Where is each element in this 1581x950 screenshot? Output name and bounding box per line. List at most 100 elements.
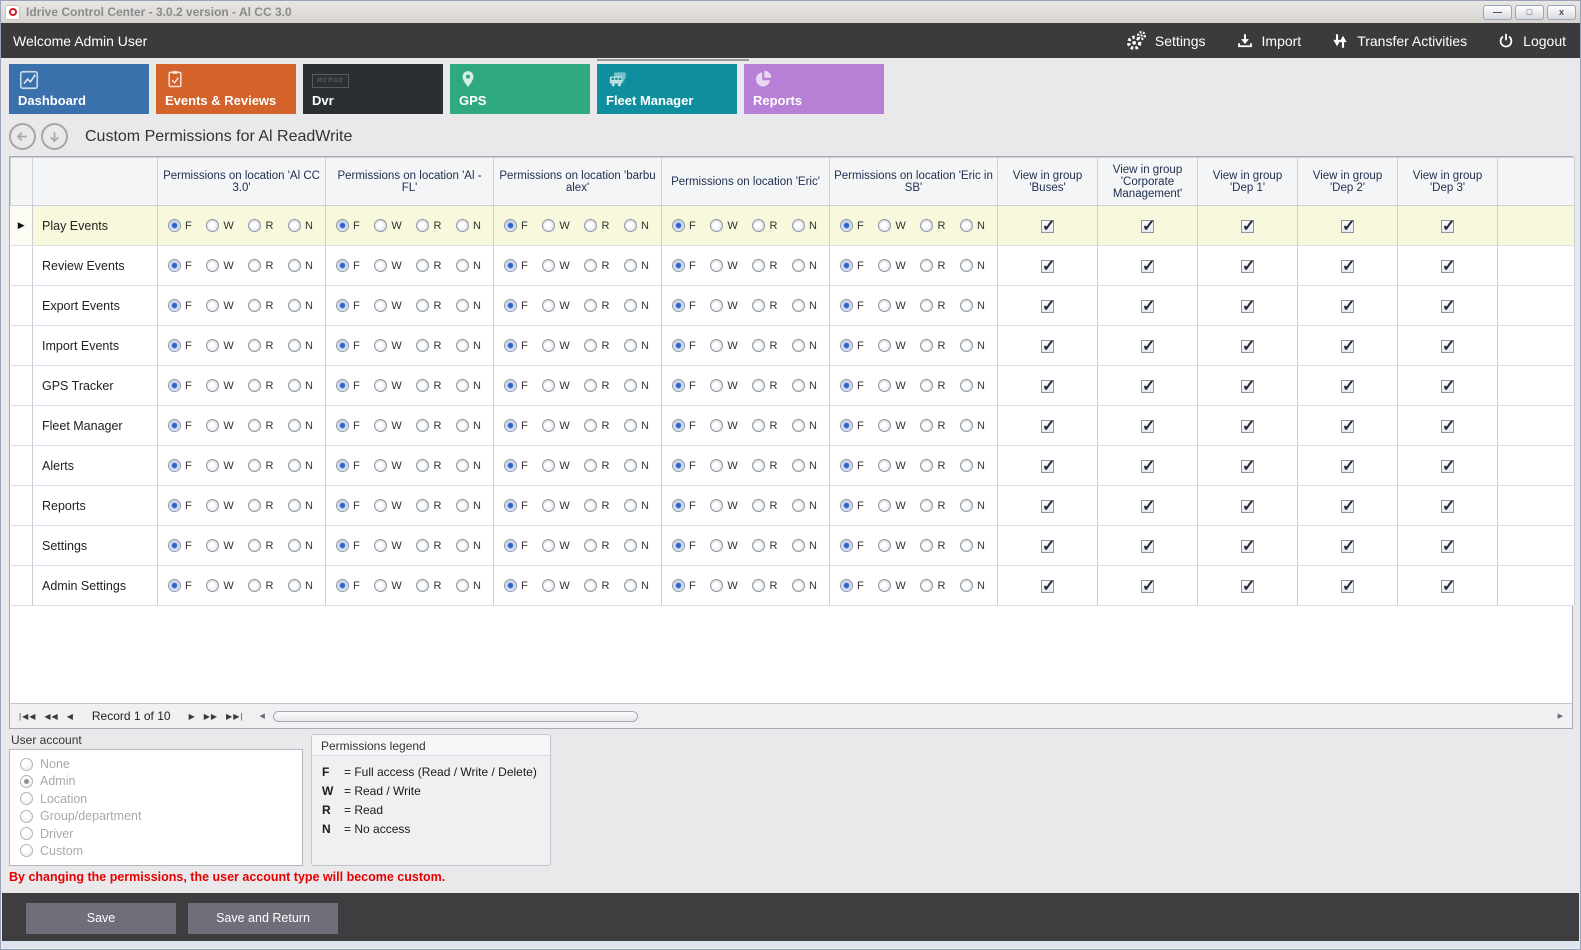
radio-option-W[interactable]: W [710, 219, 738, 232]
radio-W[interactable] [542, 419, 556, 432]
radio-option-W[interactable]: W [878, 339, 906, 352]
tab-events-reviews[interactable]: Events & Reviews [156, 64, 296, 114]
radio-option-R[interactable]: R [416, 219, 441, 232]
radio-option-N[interactable]: N [960, 419, 985, 432]
radio-F-selected[interactable] [672, 259, 685, 272]
radio-option-W[interactable]: W [710, 339, 738, 352]
radio-R[interactable] [752, 419, 766, 432]
radio-option-N[interactable]: N [624, 459, 649, 472]
group-checkbox[interactable] [1041, 456, 1055, 476]
radio-N[interactable] [960, 499, 974, 512]
radio-N[interactable] [792, 339, 806, 352]
radio-W[interactable] [374, 419, 388, 432]
group-checkbox[interactable] [1041, 536, 1055, 556]
radio-F-selected[interactable] [672, 339, 685, 352]
radio-W[interactable] [542, 379, 556, 392]
radio-R[interactable] [248, 499, 262, 512]
radio-option-R[interactable]: R [920, 339, 945, 352]
group-checkbox[interactable] [1241, 296, 1255, 316]
radio-option-F[interactable]: F [672, 219, 696, 232]
radio-option-F[interactable]: F [840, 539, 864, 552]
radio-F-selected[interactable] [672, 579, 685, 592]
radio-R[interactable] [920, 299, 934, 312]
radio-option-N[interactable]: N [792, 499, 817, 512]
radio-N[interactable] [456, 419, 470, 432]
radio-W[interactable] [206, 219, 220, 232]
radio-option-N[interactable]: N [960, 299, 985, 312]
radio-option-N[interactable]: N [792, 539, 817, 552]
radio-N[interactable] [456, 219, 470, 232]
radio-R[interactable] [752, 499, 766, 512]
group-checkbox[interactable] [1441, 536, 1455, 556]
next-record-button[interactable]: ▶ [188, 711, 196, 721]
radio-option-W[interactable]: W [542, 539, 570, 552]
radio-R[interactable] [248, 379, 262, 392]
save-button[interactable]: Save [26, 902, 176, 934]
radio-option-N[interactable]: N [960, 579, 985, 592]
radio-option-R[interactable]: R [416, 539, 441, 552]
radio-option-F[interactable]: F [336, 219, 360, 232]
radio-option-N[interactable]: N [456, 499, 481, 512]
radio-option-W[interactable]: W [374, 539, 402, 552]
radio-option-W[interactable]: W [206, 219, 234, 232]
group-checkbox[interactable] [1441, 216, 1455, 236]
radio-N[interactable] [624, 219, 638, 232]
radio-option-N[interactable]: N [288, 419, 313, 432]
radio-option-R[interactable]: R [752, 299, 777, 312]
radio-group-department[interactable] [20, 809, 33, 823]
radio-W[interactable] [542, 499, 556, 512]
radio-F-selected[interactable] [336, 259, 349, 272]
radio-option-R[interactable]: R [752, 579, 777, 592]
radio-option-N[interactable]: N [624, 259, 649, 272]
radio-W[interactable] [878, 379, 892, 392]
radio-option-W[interactable]: W [878, 259, 906, 272]
last-record-button[interactable]: ▶▶| [226, 711, 244, 721]
tab-gps[interactable]: GPS [450, 64, 590, 114]
radio-option-F[interactable]: F [168, 419, 192, 432]
radio-W[interactable] [374, 459, 388, 472]
radio-option-R[interactable]: R [920, 419, 945, 432]
column-header-group-3[interactable]: View in group 'Dep 2' [1297, 157, 1398, 206]
radio-option-N[interactable]: N [960, 379, 985, 392]
radio-option-W[interactable]: W [542, 459, 570, 472]
radio-option-W[interactable]: W [206, 339, 234, 352]
group-checkbox[interactable] [1341, 456, 1355, 476]
group-checkbox[interactable] [1141, 256, 1155, 276]
radio-R[interactable] [920, 459, 934, 472]
tab-fleet-manager[interactable]: Fleet Manager [597, 59, 749, 114]
radio-option-R[interactable]: R [416, 579, 441, 592]
radio-R[interactable] [584, 339, 598, 352]
radio-W[interactable] [710, 219, 724, 232]
radio-option-F[interactable]: F [504, 259, 528, 272]
radio-F-selected[interactable] [336, 379, 349, 392]
radio-F-selected[interactable] [336, 459, 349, 472]
radio-option-F[interactable]: F [504, 459, 528, 472]
radio-option-R[interactable]: R [248, 499, 273, 512]
group-checkbox[interactable] [1341, 536, 1355, 556]
radio-R[interactable] [584, 459, 598, 472]
radio-F-selected[interactable] [504, 579, 517, 592]
group-checkbox[interactable] [1241, 256, 1255, 276]
table-row-play-events[interactable]: ▶ Play Events F W R N F W R N F W R N F W R N F W R N [10, 205, 1575, 246]
radio-option-N[interactable]: N [792, 299, 817, 312]
radio-N[interactable] [624, 419, 638, 432]
radio-option-N[interactable]: N [456, 539, 481, 552]
radio-option-W[interactable]: W [878, 379, 906, 392]
radio-F-selected[interactable] [168, 459, 181, 472]
radio-option-N[interactable]: N [792, 219, 817, 232]
radio-option-N[interactable]: N [624, 219, 649, 232]
radio-R[interactable] [416, 219, 430, 232]
radio-option-N[interactable]: N [624, 299, 649, 312]
radio-F-selected[interactable] [504, 499, 517, 512]
group-checkbox[interactable] [1441, 456, 1455, 476]
radio-option-N[interactable]: N [456, 339, 481, 352]
radio-none[interactable] [20, 757, 33, 771]
radio-R[interactable] [920, 219, 934, 232]
radio-option-N[interactable]: N [288, 339, 313, 352]
radio-option-R[interactable]: R [920, 499, 945, 512]
radio-W[interactable] [878, 419, 892, 432]
scrollbar-thumb[interactable] [272, 710, 638, 722]
group-checkbox[interactable] [1341, 256, 1355, 276]
radio-option-N[interactable]: N [960, 539, 985, 552]
radio-option-R[interactable]: R [584, 419, 609, 432]
